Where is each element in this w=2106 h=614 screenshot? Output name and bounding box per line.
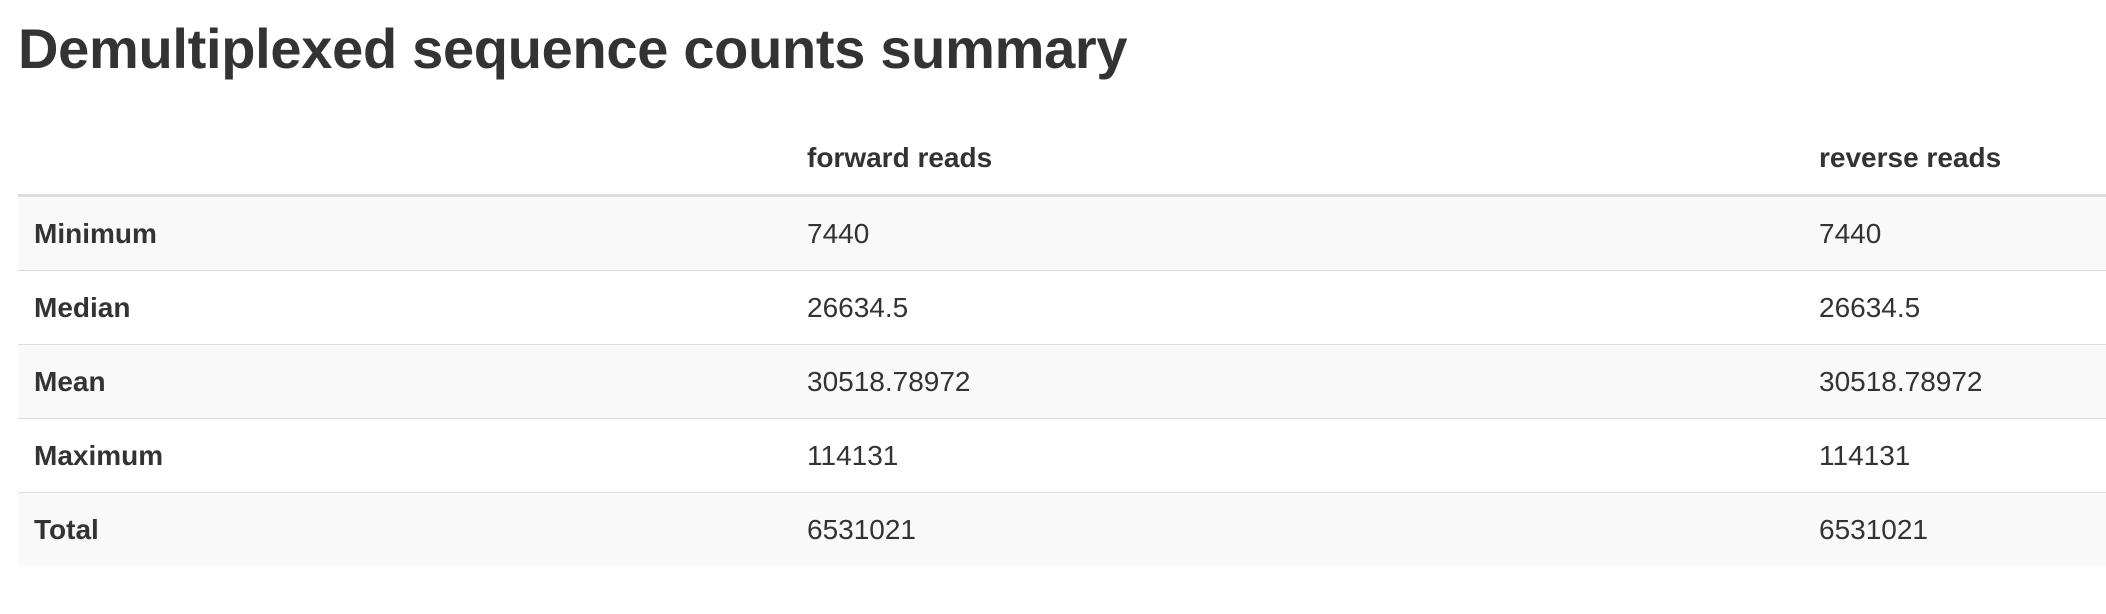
header-row: forward reads reverse reads xyxy=(18,122,2106,197)
table-body: Minimum 7440 7440 Median 26634.5 26634.5… xyxy=(18,195,2106,566)
forward-reads-value: 26634.5 xyxy=(791,270,1803,345)
forward-reads-value: 114131 xyxy=(791,418,1803,493)
reverse-reads-value: 6531021 xyxy=(1803,492,2106,566)
forward-reads-value: 6531021 xyxy=(791,492,1803,566)
row-label: Median xyxy=(18,270,791,345)
row-label: Total xyxy=(18,492,791,566)
table-row: Median 26634.5 26634.5 xyxy=(18,270,2106,345)
table-row: Mean 30518.78972 30518.78972 xyxy=(18,344,2106,419)
forward-reads-value: 7440 xyxy=(791,195,1803,271)
row-label: Mean xyxy=(18,344,791,419)
row-label: Maximum xyxy=(18,418,791,493)
table-row: Maximum 114131 114131 xyxy=(18,418,2106,493)
table-row: Total 6531021 6531021 xyxy=(18,492,2106,566)
table-header: forward reads reverse reads xyxy=(18,122,2106,197)
row-label: Minimum xyxy=(18,195,791,271)
table-row: Minimum 7440 7440 xyxy=(18,195,2106,271)
reverse-reads-value: 30518.78972 xyxy=(1803,344,2106,419)
reverse-reads-value: 114131 xyxy=(1803,418,2106,493)
header-forward-reads: forward reads xyxy=(791,122,1803,197)
header-reverse-reads: reverse reads xyxy=(1803,122,2106,197)
page-title: Demultiplexed sequence counts summary xyxy=(18,17,1128,80)
header-cell-empty xyxy=(18,122,791,197)
reverse-reads-value: 7440 xyxy=(1803,195,2106,271)
forward-reads-value: 30518.78972 xyxy=(791,344,1803,419)
summary-table: forward reads reverse reads Minimum 7440… xyxy=(18,122,2106,566)
reverse-reads-value: 26634.5 xyxy=(1803,270,2106,345)
